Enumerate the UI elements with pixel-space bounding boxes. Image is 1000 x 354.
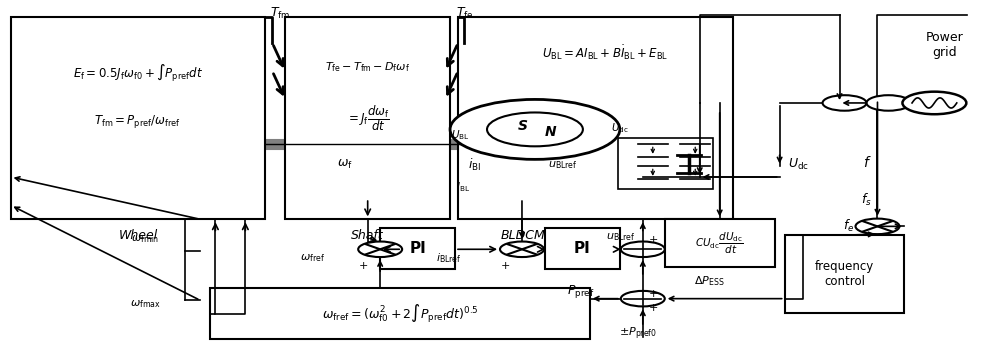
Text: $U_{\mathrm{dc}}$: $U_{\mathrm{dc}}$ — [788, 157, 809, 172]
Text: $U_{\mathrm{BL}}$: $U_{\mathrm{BL}}$ — [451, 128, 470, 142]
Circle shape — [902, 92, 966, 114]
Text: PI: PI — [409, 241, 426, 256]
Bar — [285, 17, 450, 219]
Text: N: N — [545, 125, 557, 139]
Bar — [11, 17, 265, 219]
Bar — [458, 17, 733, 219]
Text: $T_{\mathrm{fe}}-T_{\mathrm{fm}}-D_{\mathrm{f}}\omega_{\mathrm{f}}$: $T_{\mathrm{fe}}-T_{\mathrm{fm}}-D_{\mat… — [325, 60, 410, 74]
Text: $\omega_{\mathrm{fref}} = (\omega_{\mathrm{f0}}^2 + 2\int P_{\mathrm{pref}}dt)^{: $\omega_{\mathrm{fref}} = (\omega_{\math… — [322, 303, 478, 325]
Text: $u_{\mathrm{BLref}}$: $u_{\mathrm{BLref}}$ — [548, 159, 578, 171]
Text: $i_{\mathrm{BI}}$: $i_{\mathrm{BI}}$ — [468, 156, 482, 173]
Circle shape — [500, 241, 544, 257]
Bar — [545, 228, 620, 269]
Text: PI: PI — [574, 241, 591, 256]
Text: S: S — [518, 119, 528, 133]
Text: Wheel: Wheel — [118, 229, 158, 242]
Text: $CU_{\mathrm{dc}}\dfrac{dU_{\mathrm{dc}}}{dt}$: $CU_{\mathrm{dc}}\dfrac{dU_{\mathrm{dc}}… — [695, 230, 744, 256]
Circle shape — [856, 219, 899, 234]
Text: $\omega_{\mathrm{fmin}}$: $\omega_{\mathrm{fmin}}$ — [131, 233, 160, 245]
Text: $I_{\mathrm{BL}}$: $I_{\mathrm{BL}}$ — [456, 181, 470, 194]
Circle shape — [823, 95, 866, 111]
Bar — [785, 235, 904, 313]
Text: $f$: $f$ — [863, 155, 871, 170]
Bar — [380, 228, 455, 269]
Circle shape — [358, 241, 402, 257]
Text: $U_{\mathrm{dc}}$: $U_{\mathrm{dc}}$ — [611, 121, 629, 135]
Text: $\omega_{\mathrm{fref}}$: $\omega_{\mathrm{fref}}$ — [300, 252, 325, 264]
Circle shape — [450, 99, 620, 159]
Text: $+$: $+$ — [500, 260, 510, 272]
Text: Shaft: Shaft — [351, 229, 384, 242]
Circle shape — [910, 95, 954, 111]
Text: $\omega_{\mathrm{f}}$: $\omega_{\mathrm{f}}$ — [337, 158, 353, 171]
Text: $\Delta P_{\mathrm{ESS}}$: $\Delta P_{\mathrm{ESS}}$ — [694, 274, 725, 288]
Text: $+$: $+$ — [648, 288, 658, 299]
Text: $f_e$: $f_e$ — [843, 218, 855, 234]
Text: BLDCM: BLDCM — [501, 229, 545, 242]
Circle shape — [487, 113, 583, 146]
Bar — [665, 219, 775, 267]
Text: $\pm P_{\mathrm{pref0}}$: $\pm P_{\mathrm{pref0}}$ — [619, 326, 657, 342]
Text: $i_{\mathrm{BLref}}$: $i_{\mathrm{BLref}}$ — [436, 251, 462, 265]
Text: $\omega_{\mathrm{fmax}}$: $\omega_{\mathrm{fmax}}$ — [130, 298, 161, 310]
Text: $T_{\mathrm{fm}} = P_{\mathrm{pref}}/\omega_{\mathrm{fref}}$: $T_{\mathrm{fm}} = P_{\mathrm{pref}}/\om… — [94, 114, 182, 131]
Bar — [618, 138, 713, 189]
Text: Power
grid: Power grid — [926, 31, 963, 59]
Text: $T_{\mathrm{fe}}$: $T_{\mathrm{fe}}$ — [456, 5, 474, 21]
Bar — [210, 288, 590, 339]
Circle shape — [621, 291, 665, 307]
Text: $+$: $+$ — [648, 234, 658, 245]
Text: $+$: $+$ — [358, 260, 368, 272]
Circle shape — [621, 241, 665, 257]
Text: $U_{\mathrm{BL}} = AI_{\mathrm{BL}} + B\dot{I}_{\mathrm{BL}} + E_{\mathrm{BL}}$: $U_{\mathrm{BL}} = AI_{\mathrm{BL}} + B\… — [542, 44, 668, 62]
Text: $= J_{\mathrm{f}}\dfrac{d\omega_{\mathrm{f}}}{dt}$: $= J_{\mathrm{f}}\dfrac{d\omega_{\mathrm… — [346, 103, 390, 133]
Text: $T_{\mathrm{fm}}$: $T_{\mathrm{fm}}$ — [270, 5, 290, 21]
Text: $f_s$: $f_s$ — [861, 192, 871, 208]
Text: $+$: $+$ — [648, 302, 658, 313]
Circle shape — [866, 95, 910, 111]
Text: $E_{\mathrm{f}} = 0.5J_{\mathrm{f}}\omega_{\mathrm{f0}} + \int P_{\mathrm{pref}}: $E_{\mathrm{f}} = 0.5J_{\mathrm{f}}\omeg… — [73, 63, 203, 84]
Text: $u_{\mathrm{BLref}}$: $u_{\mathrm{BLref}}$ — [606, 231, 635, 243]
Text: frequency
control: frequency control — [815, 260, 874, 288]
Text: $P_{\mathrm{pref}}$: $P_{\mathrm{pref}}$ — [567, 283, 595, 300]
